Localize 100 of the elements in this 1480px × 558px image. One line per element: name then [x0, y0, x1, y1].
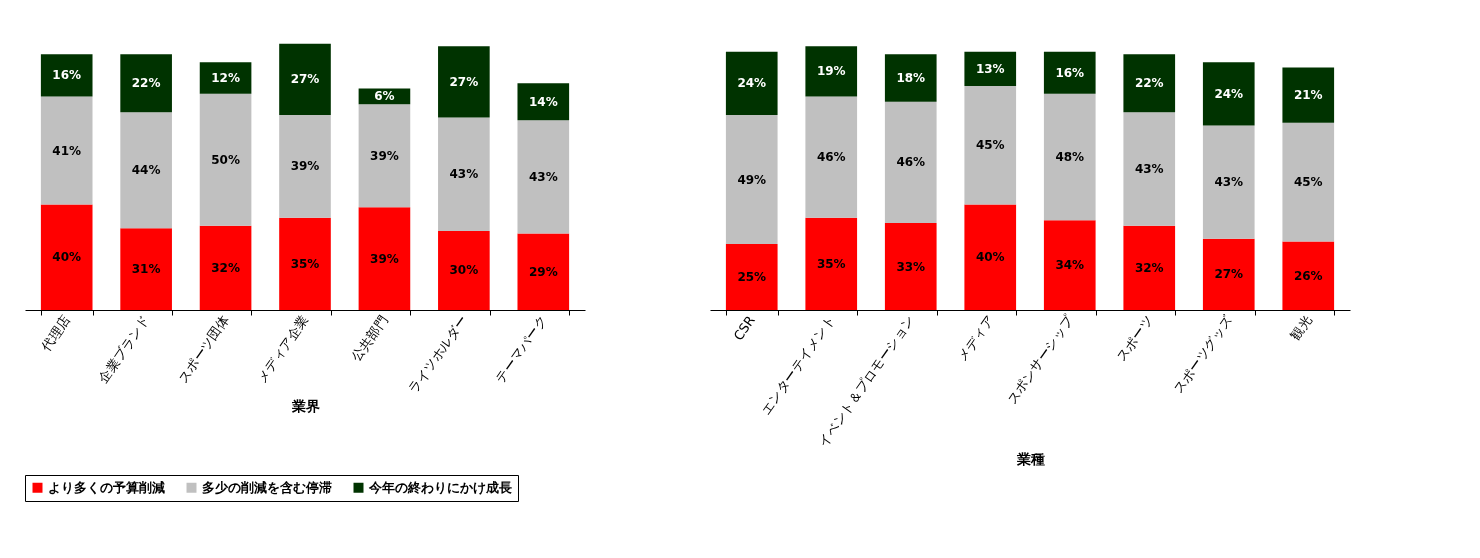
bar: [1202, 238, 1255, 310]
bar: [199, 225, 252, 310]
legend-label: より多くの予算削減: [48, 479, 165, 495]
data-label: 48%: [1055, 150, 1085, 165]
x-tick-label: 観光: [1287, 312, 1315, 343]
data-label: 35%: [290, 256, 320, 271]
data-label: 46%: [896, 155, 926, 170]
x-axis-title: 業界: [290, 398, 320, 415]
x-tick-label: 代理店: [37, 312, 73, 355]
data-label: 21%: [1293, 88, 1323, 103]
bar: [725, 114, 778, 245]
x-tick-label: 公共部門: [348, 312, 391, 365]
x-tick-label: エンターテイメント: [758, 312, 838, 418]
data-label: 12%: [211, 71, 240, 85]
data-label: 34%: [1055, 258, 1085, 273]
x-tick-label: テーマパーク: [492, 312, 550, 386]
data-label: 43%: [1214, 175, 1244, 190]
bar: [725, 51, 778, 115]
data-label: 49%: [737, 172, 767, 187]
data-label: 43%: [1134, 161, 1164, 176]
data-label: 19%: [816, 64, 846, 79]
bar: [40, 96, 93, 205]
data-label: 40%: [975, 250, 1005, 265]
data-label: 22%: [1134, 76, 1164, 91]
bar: [1043, 51, 1096, 94]
data-label: 24%: [737, 76, 767, 91]
data-label: 39%: [370, 251, 399, 266]
bar: [120, 112, 172, 229]
bar: [517, 83, 570, 121]
data-label: 32%: [211, 260, 240, 275]
data-label: 6%: [374, 89, 395, 104]
data-label: 44%: [131, 163, 161, 178]
data-label: 25%: [737, 270, 767, 285]
bar: [438, 117, 490, 231]
x-tick-label: メディア: [954, 312, 997, 365]
data-label: 27%: [449, 74, 479, 89]
data-label: 40%: [52, 250, 82, 265]
data-label: 18%: [896, 71, 926, 85]
bar: [517, 120, 570, 234]
bar: [1123, 54, 1176, 113]
bar: [1202, 125, 1255, 239]
bar: [199, 62, 252, 94]
bar: [279, 114, 331, 218]
bar: [438, 46, 490, 118]
x-tick-label: ライツホルダー: [405, 312, 471, 397]
bar: [964, 204, 1017, 310]
bar: [1043, 220, 1096, 310]
data-label: 39%: [290, 159, 320, 174]
data-label: 24%: [1214, 86, 1244, 101]
bar: [120, 54, 172, 113]
bar: [964, 51, 1017, 86]
bar: [805, 46, 858, 97]
bar: [40, 204, 93, 310]
data-label: 46%: [816, 150, 846, 165]
data-label: 14%: [528, 94, 558, 109]
data-label: 41%: [52, 143, 82, 158]
bar: [1282, 67, 1335, 123]
bar: [1202, 62, 1255, 126]
bar: [884, 101, 937, 223]
bar: [358, 104, 411, 208]
data-label: 33%: [896, 259, 926, 274]
data-label: 45%: [975, 138, 1005, 153]
x-tick-label: スポンサーシップ: [1004, 312, 1077, 407]
data-label: 27%: [1214, 267, 1244, 282]
legend-label: 多少の削減を含む停滞: [202, 479, 332, 495]
data-label: 29%: [528, 264, 558, 279]
data-label: 35%: [816, 256, 846, 271]
data-label: 26%: [1293, 268, 1323, 283]
legend-label: 今年の終わりにかけ成長: [368, 479, 512, 495]
bar: [805, 217, 858, 310]
bar: [805, 96, 858, 218]
bar: [438, 230, 490, 310]
data-label: 39%: [370, 148, 399, 163]
data-label: 43%: [449, 167, 479, 182]
x-tick-label: スポーツグッズ: [1170, 312, 1236, 397]
bar: [40, 54, 93, 97]
bar: [1282, 241, 1335, 310]
data-label: 13%: [975, 61, 1005, 76]
data-label: 16%: [1055, 65, 1085, 80]
data-label: 16%: [52, 68, 82, 83]
data-label: 45%: [1293, 175, 1323, 190]
data-label: 50%: [211, 152, 240, 167]
bar: [199, 93, 252, 226]
x-tick-label: スポーツ団体: [174, 312, 232, 386]
bar: [517, 233, 570, 310]
bar: [1043, 93, 1096, 221]
data-label: 27%: [290, 72, 320, 87]
data-label: 43%: [528, 169, 558, 184]
bar: [358, 207, 411, 310]
bar: [1123, 112, 1176, 226]
bar: [884, 54, 937, 102]
bar: [1282, 122, 1335, 242]
x-axis-title: 業種: [1015, 451, 1045, 468]
x-tick-label: 企業ブランド: [95, 312, 153, 386]
x-tick-label: メディア企業: [254, 312, 312, 386]
bar: [279, 217, 331, 310]
data-label: 30%: [449, 263, 479, 278]
bar: [1123, 225, 1176, 310]
bar: [964, 85, 1017, 205]
data-label: 22%: [131, 76, 161, 91]
